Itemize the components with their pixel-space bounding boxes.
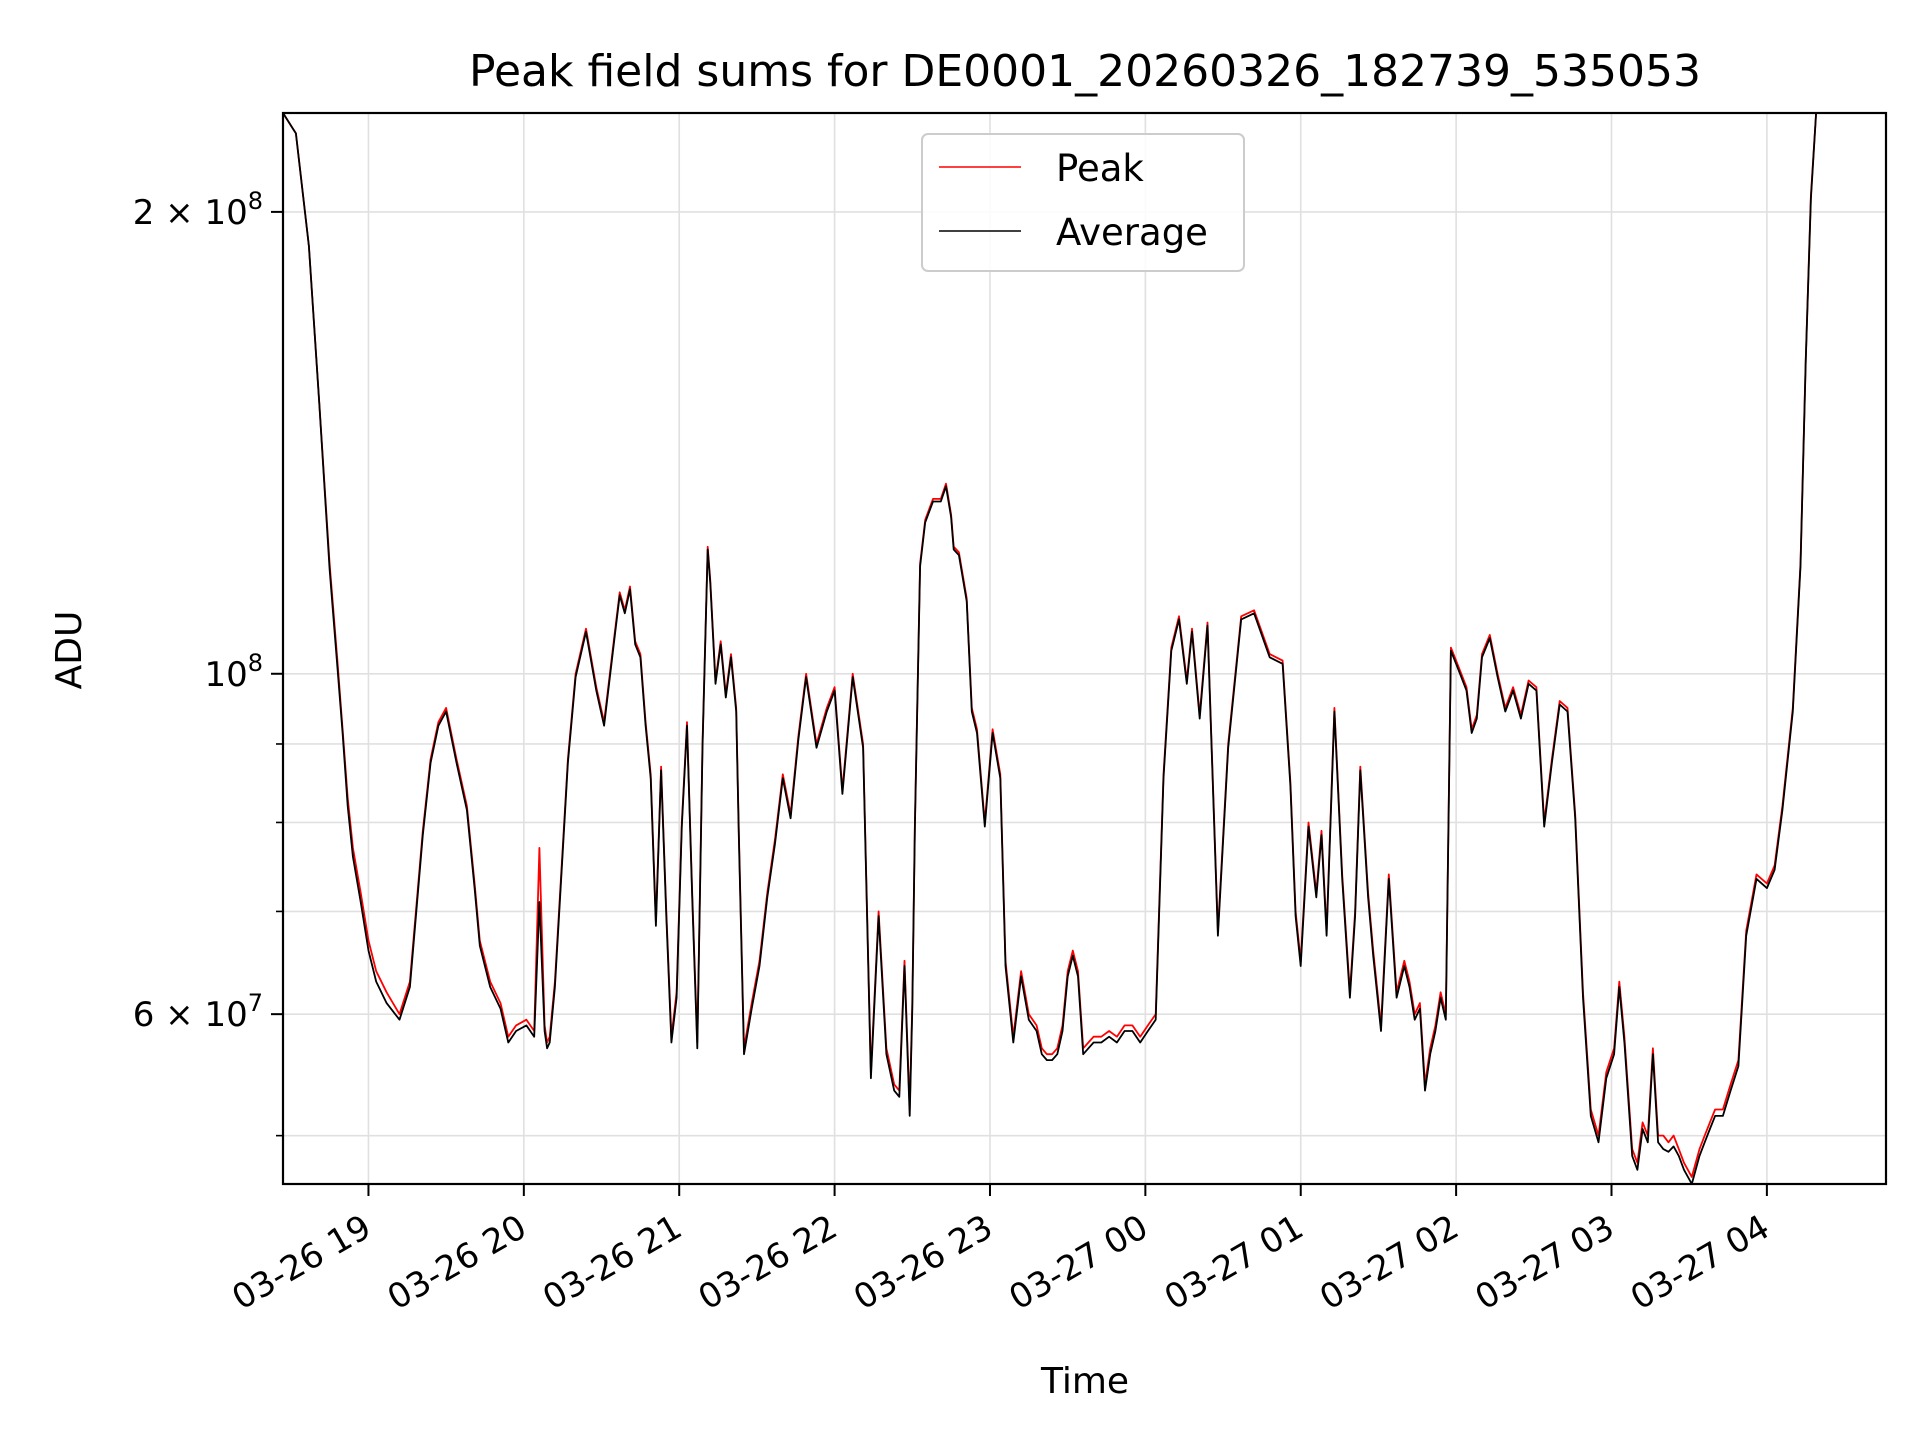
x-tick-label: 03-26 20: [381, 1207, 533, 1318]
series-line-peak: [282, 112, 1817, 1178]
x-axis: 03-26 19 03-26 20 03-26 21 03-26 22 03-26 23…: [226, 1184, 1776, 1318]
x-tick-label: 03-26 21: [536, 1207, 688, 1318]
grid: [283, 113, 1886, 1184]
x-tick-label: 03-26 19: [226, 1207, 378, 1318]
x-tick-label: 03-26 22: [692, 1207, 844, 1318]
legend-box: [921, 133, 1245, 272]
legend-label-average: Average: [1056, 211, 1208, 254]
legend: Peak Average: [921, 133, 1245, 272]
x-axis-label: Time: [1040, 1361, 1129, 1402]
series-lines: [282, 112, 1817, 1185]
y-tick-label: 2 × 108: [133, 187, 263, 233]
x-tick-label: 03-26 23: [847, 1207, 999, 1318]
x-tick-label: 03-27 02: [1313, 1207, 1465, 1318]
y-tick-label: 6 × 107: [133, 989, 263, 1035]
legend-label-peak: Peak: [1056, 147, 1144, 190]
series-line-average: [282, 112, 1817, 1185]
x-tick-label: 03-27 04: [1624, 1207, 1776, 1318]
x-tick-label: 03-27 00: [1002, 1207, 1154, 1318]
y-tick-label: 108: [204, 649, 263, 695]
x-tick-label: 03-27 01: [1158, 1207, 1310, 1318]
x-tick-label: 03-27 03: [1469, 1207, 1621, 1318]
chart-title: Peak field sums for DE0001_20260326_1827…: [469, 46, 1701, 97]
y-axis: 2 × 108 108 6 × 107: [133, 187, 283, 1137]
y-axis-label: ADU: [49, 611, 90, 690]
plot-frame: [281, 111, 1888, 1186]
